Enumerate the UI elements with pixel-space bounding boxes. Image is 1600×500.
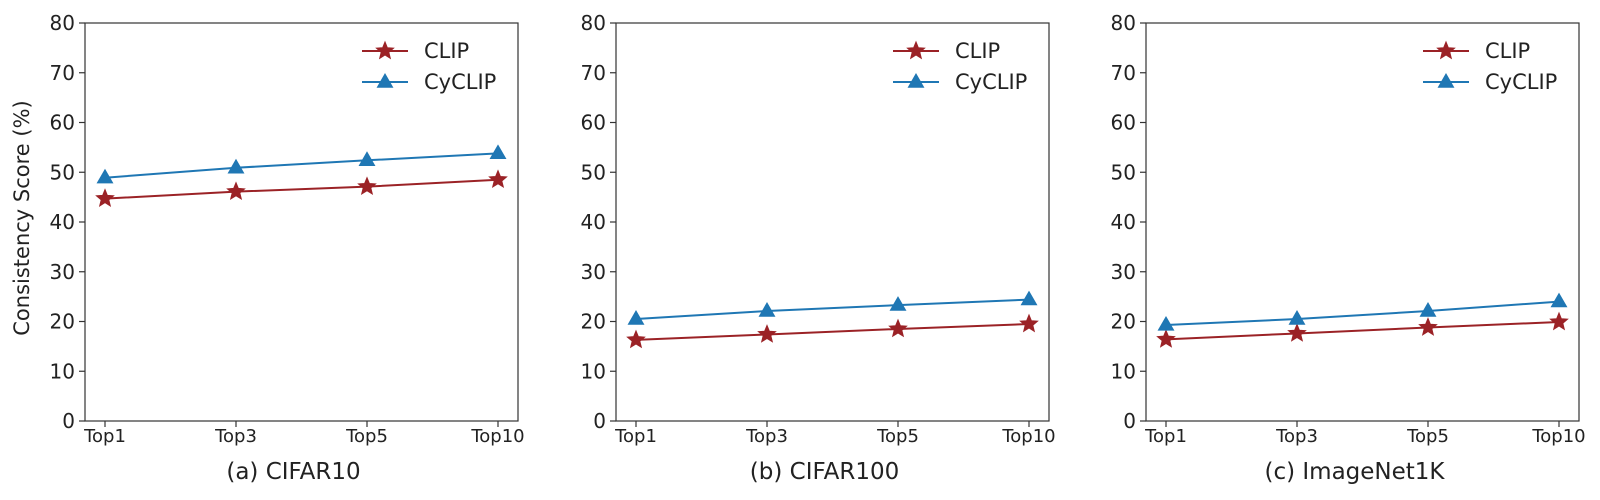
data-point-clip [1418, 317, 1438, 336]
y-tick-label: 10 [50, 359, 75, 383]
data-point-cyclip [758, 302, 776, 317]
y-tick-label: 60 [581, 111, 606, 135]
x-tick-label: Top5 [345, 426, 388, 447]
data-point-clip [626, 329, 646, 349]
data-point-cyclip [1550, 292, 1568, 308]
data-point-cyclip [358, 151, 376, 167]
y-tick-label: 70 [50, 61, 75, 85]
data-point-cyclip [1020, 290, 1038, 306]
y-tick-label: 40 [50, 210, 75, 234]
x-tick-label: Top3 [214, 426, 257, 447]
legend-marker [1437, 72, 1455, 88]
data-point-clip [95, 188, 115, 207]
x-tick-label: Top10 [470, 426, 524, 447]
data-point-cyclip [489, 144, 507, 160]
y-tick-label: 30 [50, 260, 75, 284]
x-tick-label: Top5 [1406, 426, 1449, 447]
series-line-cyclip [104, 152, 499, 179]
chart-panel-2: 0 10 20 30 40 50 60 70 80 Top1 Top3 Top5 Top10 (b) CI… [581, 11, 1056, 485]
y-tick-label: 0 [1123, 409, 1136, 433]
y-tick-label: 20 [581, 310, 606, 334]
legend-marker [1436, 40, 1456, 60]
data-point-cyclip [1288, 310, 1306, 325]
legend-label: CyCLIP [1485, 70, 1557, 94]
chart-panel-3: 0 10 20 30 40 50 60 70 80 Top1 Top3 Top5 Top10 (c) Im… [1111, 11, 1586, 485]
data-point-clip [1287, 323, 1307, 342]
y-tick-label: 50 [581, 160, 606, 184]
data-point-cyclip [627, 310, 645, 325]
y-tick-label: 20 [1111, 310, 1136, 334]
y-tick-label: 80 [50, 11, 75, 35]
series-line-clip [635, 322, 1030, 341]
legend-marker [376, 72, 394, 88]
data-point-cyclip [96, 168, 114, 184]
x-tick-label: Top1 [83, 426, 126, 447]
x-tick-label: Top3 [1275, 426, 1318, 447]
y-tick-label: 50 [1111, 160, 1136, 184]
y-tick-label: 40 [581, 210, 606, 234]
series-line-clip [104, 178, 499, 200]
series-line-cyclip [635, 298, 1030, 321]
data-point-clip [1549, 311, 1569, 331]
data-point-clip [888, 318, 908, 338]
chart-title: (c) ImageNet1K [1264, 459, 1445, 485]
y-tick-label: 50 [50, 160, 75, 184]
legend-label: CLIP [424, 39, 469, 63]
y-tick-label: 60 [1111, 111, 1136, 135]
y-tick-label: 70 [581, 61, 606, 85]
data-point-clip [757, 324, 777, 343]
data-point-clip [1019, 313, 1039, 333]
y-axis-label: Consistency Score (%) [10, 100, 34, 335]
legend-label: CyCLIP [955, 70, 1027, 94]
series-line-clip [1165, 321, 1560, 341]
x-tick-label: Top10 [1001, 426, 1055, 447]
y-tick-label: 30 [1111, 260, 1136, 284]
data-point-clip [488, 169, 508, 189]
x-tick-label: Top3 [745, 426, 788, 447]
y-tick-label: 10 [581, 359, 606, 383]
data-point-cyclip [889, 296, 907, 311]
x-tick-label: Top1 [614, 426, 657, 447]
y-tick-label: 80 [581, 11, 606, 35]
data-point-cyclip [1419, 302, 1437, 317]
x-tick-label: Top5 [876, 426, 919, 447]
chart-title: (b) CIFAR100 [750, 459, 899, 485]
y-tick-label: 40 [1111, 210, 1136, 234]
y-tick-label: 20 [50, 310, 75, 334]
chart-title: (a) CIFAR10 [226, 459, 360, 485]
legend-marker [375, 40, 395, 60]
series-line-cyclip [1165, 300, 1560, 326]
data-point-clip [226, 181, 246, 201]
legend-label: CyCLIP [424, 70, 496, 94]
y-tick-label: 30 [581, 260, 606, 284]
y-tick-label: 80 [1111, 11, 1136, 35]
y-tick-label: 70 [1111, 61, 1136, 85]
data-point-cyclip [1157, 315, 1175, 331]
legend-label: CLIP [1485, 39, 1530, 63]
legend-marker [906, 40, 926, 60]
y-tick-label: 0 [62, 409, 75, 433]
y-tick-label: 0 [593, 409, 606, 433]
y-tick-label: 60 [50, 111, 75, 135]
y-tick-label: 10 [1111, 359, 1136, 383]
x-tick-label: Top1 [1144, 426, 1187, 447]
data-point-cyclip [227, 158, 245, 174]
data-point-clip [357, 176, 377, 196]
legend-marker [907, 72, 925, 88]
x-tick-label: Top10 [1531, 426, 1585, 447]
chart-panel-1: 0 10 20 30 40 50 60 70 80 Top1 Top3 Top5 Top10 (a) CI… [50, 11, 525, 485]
legend-label: CLIP [955, 39, 1000, 63]
data-point-clip [1156, 329, 1176, 348]
